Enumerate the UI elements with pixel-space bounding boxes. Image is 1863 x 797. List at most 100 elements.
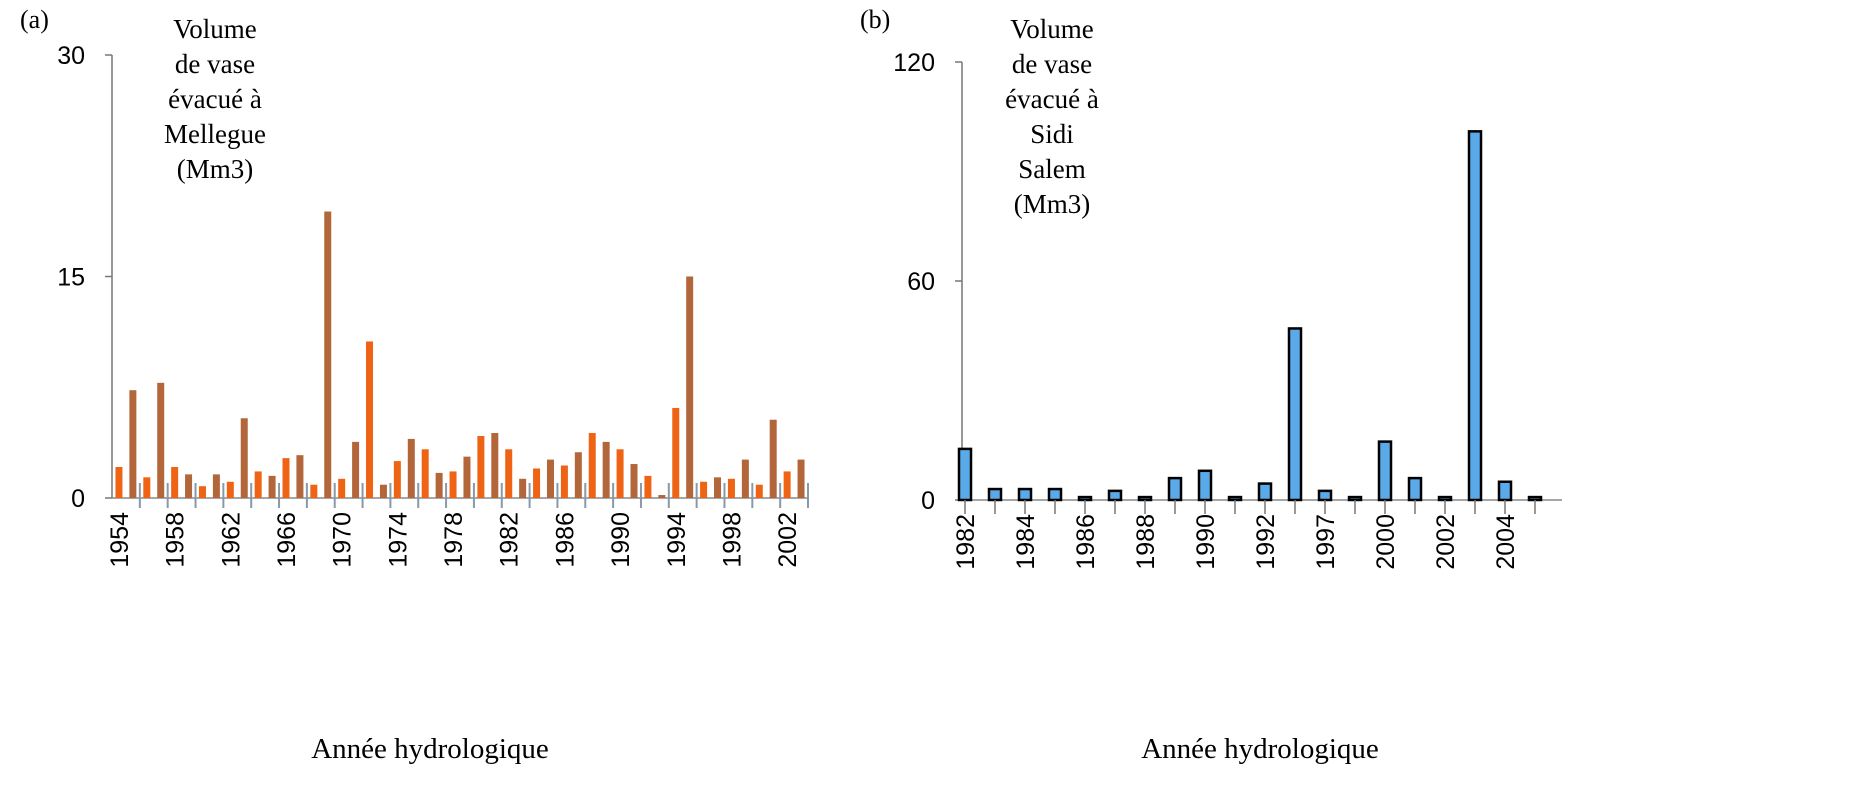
bar-1997 xyxy=(714,477,722,498)
x-tick-label: 1970 xyxy=(329,512,357,568)
y-tick-label: 30 xyxy=(57,42,85,70)
x-tick-label: 1990 xyxy=(607,512,635,568)
x-tick-label: 1966 xyxy=(273,512,301,568)
chart-title-line: évacué à xyxy=(1005,84,1099,114)
chart-title-line: (Mm3) xyxy=(177,154,254,184)
bar-1967 xyxy=(296,455,304,498)
x-tick-label: 1974 xyxy=(384,512,412,568)
bar-2002 xyxy=(783,471,791,498)
x-axis-title: Année hydrologique xyxy=(1141,733,1379,765)
bar-2 xyxy=(1017,487,1033,502)
bar-1987 xyxy=(574,452,582,498)
x-tick-label: 2004 xyxy=(1492,514,1520,570)
bar-1957 xyxy=(157,382,165,498)
x-tick-label: 1988 xyxy=(1132,514,1160,570)
x-axis-title: Année hydrologique xyxy=(311,733,549,765)
bar-1958 xyxy=(171,466,179,498)
bar-1994 xyxy=(672,407,680,498)
bar-1998 xyxy=(727,478,735,498)
bar-11 xyxy=(1287,327,1303,502)
chart-title-line: de vase xyxy=(1012,49,1092,79)
bar-16 xyxy=(1437,495,1453,502)
bar-2000 xyxy=(755,484,763,498)
chart-title-line: Sidi xyxy=(1030,119,1074,149)
bar-1965 xyxy=(268,475,276,498)
x-tick-label: 1978 xyxy=(440,512,468,568)
bar-1999 xyxy=(741,459,749,498)
bar-1955 xyxy=(129,390,137,498)
chart-title-line: de vase xyxy=(175,49,255,79)
x-tick-label: 1958 xyxy=(162,512,190,568)
chart-title-line: Salem xyxy=(1018,154,1086,184)
x-tick-label: 1998 xyxy=(718,512,746,568)
chart-title-line: évacué à xyxy=(168,84,262,114)
bar-9 xyxy=(1227,495,1243,502)
bar-1983 xyxy=(519,478,527,498)
bar-1963 xyxy=(240,418,248,498)
bar-1978 xyxy=(449,471,457,498)
bar-1 xyxy=(987,487,1003,502)
chart-panel-b: (b) 0 60 120 1982 1984 1986 1988 1990 1992 1997 200… xyxy=(860,5,1562,765)
bar-1961 xyxy=(212,474,220,498)
bar-1964 xyxy=(254,471,262,498)
bar-1982 xyxy=(505,449,513,498)
bar-1991 xyxy=(630,464,638,498)
bar-5 xyxy=(1107,489,1123,502)
bar-1972 xyxy=(366,341,374,498)
bar-1984 xyxy=(533,468,541,498)
y-tick-label: 15 xyxy=(57,264,85,292)
bar-8 xyxy=(1197,469,1213,502)
chart-title-line: Mellegue xyxy=(164,119,266,149)
bar-1971 xyxy=(352,441,360,498)
chart-title-line: Volume xyxy=(173,14,257,44)
bar-4 xyxy=(1077,495,1093,502)
y-tick-label: 60 xyxy=(907,268,935,296)
bar-1995 xyxy=(686,276,694,498)
x-tick-label: 2000 xyxy=(1372,514,1400,570)
bar-1993 xyxy=(658,495,666,498)
bar-1974 xyxy=(393,461,401,498)
bar-1968 xyxy=(310,484,318,498)
x-tick-label: 1990 xyxy=(1192,514,1220,570)
x-tick-label: 1986 xyxy=(1072,514,1100,570)
bar-1989 xyxy=(602,441,610,498)
bar-1960 xyxy=(198,486,206,498)
chart-title-line: (Mm3) xyxy=(1014,189,1091,219)
bar-1962 xyxy=(226,481,234,498)
x-tick-label: 1992 xyxy=(1252,514,1280,570)
bar-1954 xyxy=(115,466,123,498)
x-tick-label: 1986 xyxy=(551,512,579,568)
bar-1986 xyxy=(560,465,568,498)
bar-1996 xyxy=(700,481,708,498)
bar-12 xyxy=(1317,489,1333,502)
bar-17 xyxy=(1467,130,1483,502)
bar-1975 xyxy=(407,438,415,498)
bar-1990 xyxy=(616,449,624,498)
bar-7 xyxy=(1167,476,1183,502)
bar-10 xyxy=(1257,482,1273,502)
bar-14 xyxy=(1377,440,1393,502)
panel-label: (b) xyxy=(860,5,890,34)
x-tick-label: 1954 xyxy=(106,512,134,568)
x-tick-label: 2002 xyxy=(774,512,802,568)
bar-1981 xyxy=(491,433,499,498)
x-tick-label: 2002 xyxy=(1432,514,1460,570)
bar-1985 xyxy=(546,459,554,498)
bar-19 xyxy=(1527,495,1543,502)
bar-15 xyxy=(1407,476,1423,502)
x-tick-label: 1962 xyxy=(217,512,245,568)
y-tick-label: 120 xyxy=(893,49,935,77)
y-tick-label: 0 xyxy=(71,485,85,513)
bar-1959 xyxy=(185,474,193,498)
chart-panel-a: (a) 0 15 30 1954 1958 1962 1966 1970 1974 1978 1982… xyxy=(20,5,809,765)
panel-label: (a) xyxy=(20,5,49,34)
bar-0 xyxy=(957,447,973,502)
x-tick-label: 1997 xyxy=(1312,514,1340,570)
x-tick-label: 1984 xyxy=(1012,514,1040,570)
bar-13 xyxy=(1347,495,1363,502)
bar-1980 xyxy=(477,435,485,498)
bar-1988 xyxy=(588,433,596,498)
x-tick-label: 1994 xyxy=(663,512,691,568)
x-tick-label: 1982 xyxy=(952,514,980,570)
